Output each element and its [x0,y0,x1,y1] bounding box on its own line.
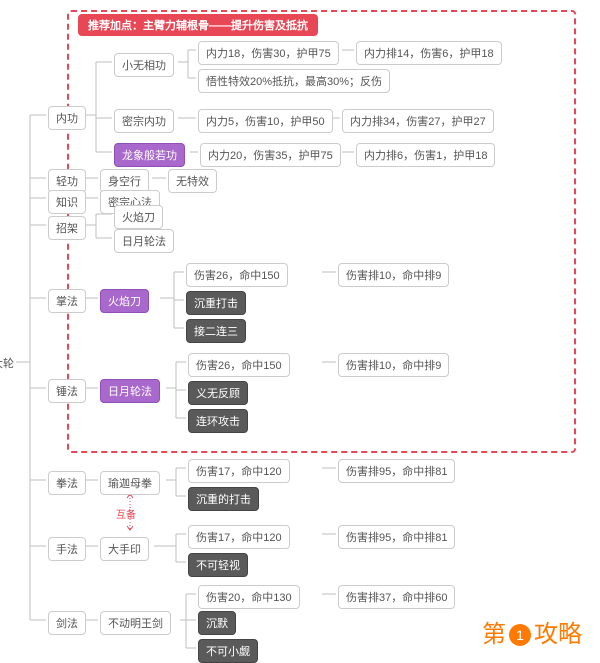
connector-lines [0,0,600,661]
cat-neigong: 内功 [48,106,86,130]
zhangfa-sk2: 接二连三 [186,319,246,343]
jianfa-d2: 伤害排37，命中排60 [338,585,455,609]
xwxg-extra: 悟性特效20%抵抗，最高30%；反伤 [198,69,390,93]
zhaojia-c2: 日月轮法 [114,229,174,253]
cat-shoufa: 手法 [48,537,86,561]
shoufa-d2: 伤害排95，命中排81 [338,525,455,549]
root-label: 大轮 [0,355,14,371]
chuifa-d1: 伤害26，命中150 [188,353,290,377]
cat-jianfa: 剑法 [48,611,86,635]
lxbr-d1: 内力20，伤害35，护甲75 [200,143,341,167]
qinggong-tail: 无特效 [168,169,217,193]
mzng-d1: 内力5，伤害10，护甲50 [198,109,333,133]
xwxg-d2: 内力排14，伤害6，护甲18 [356,41,502,65]
shoufa-child: 大手印 [100,537,149,561]
wm-post: 攻略 [534,621,582,648]
jianfa-d1: 伤害20，命中130 [198,585,300,609]
mzng-d2: 内力排34，伤害27，护甲27 [342,109,494,133]
cat-zhishi: 知识 [48,190,86,214]
zhaojia-c1: 火焰刀 [114,205,163,229]
chuifa-sk2: 连环攻击 [188,409,248,433]
zhangfa-d1: 伤害26，命中150 [186,263,288,287]
zhangfa-sk1: 沉重打击 [186,291,246,315]
wm-num: 1 [509,624,531,646]
cat-quanfa: 拳法 [48,471,86,495]
skill-xwxg: 小无相功 [114,53,174,77]
shoufa-sk1: 不可轻视 [188,553,248,577]
cat-zhaojia: 招架 [48,216,86,240]
cat-chuifa: 锤法 [48,379,86,403]
zhangfa-d2: 伤害排10，命中排9 [338,263,449,287]
cat-zhangfa: 掌法 [48,289,86,313]
jianfa-child: 不动明王剑 [100,611,171,635]
chuifa-d2: 伤害排10，命中排9 [338,353,449,377]
shoufa-d1: 伤害17，命中120 [188,525,290,549]
jianfa-sk1: 沉默 [198,611,236,635]
chuifa-child: 日月轮法 [100,379,160,403]
skill-lxbr: 龙象般若功 [114,143,185,167]
watermark: 第1攻略 [482,614,582,649]
quanfa-sk1: 沉重的打击 [188,487,259,511]
banner-recommendation: 推荐加点：主臂力辅根骨——提升伤害及抵抗 [78,14,318,36]
jianfa-sk2: 不可小觑 [198,639,258,663]
quanfa-d1: 伤害17，命中120 [188,459,290,483]
skill-mzng: 密宗内功 [114,109,174,133]
quanfa-d2: 伤害排95，命中排81 [338,459,455,483]
quanfa-child: 瑜迦母拳 [100,471,160,495]
zhangfa-child: 火焰刀 [100,289,149,313]
wm-pre: 第 [482,621,506,648]
note-hubie: 互备 [116,506,136,521]
lxbr-d2: 内力排6，伤害1，护甲18 [356,143,495,167]
xwxg-d1: 内力18，伤害30，护甲75 [198,41,339,65]
chuifa-sk1: 义无反顾 [188,381,248,405]
